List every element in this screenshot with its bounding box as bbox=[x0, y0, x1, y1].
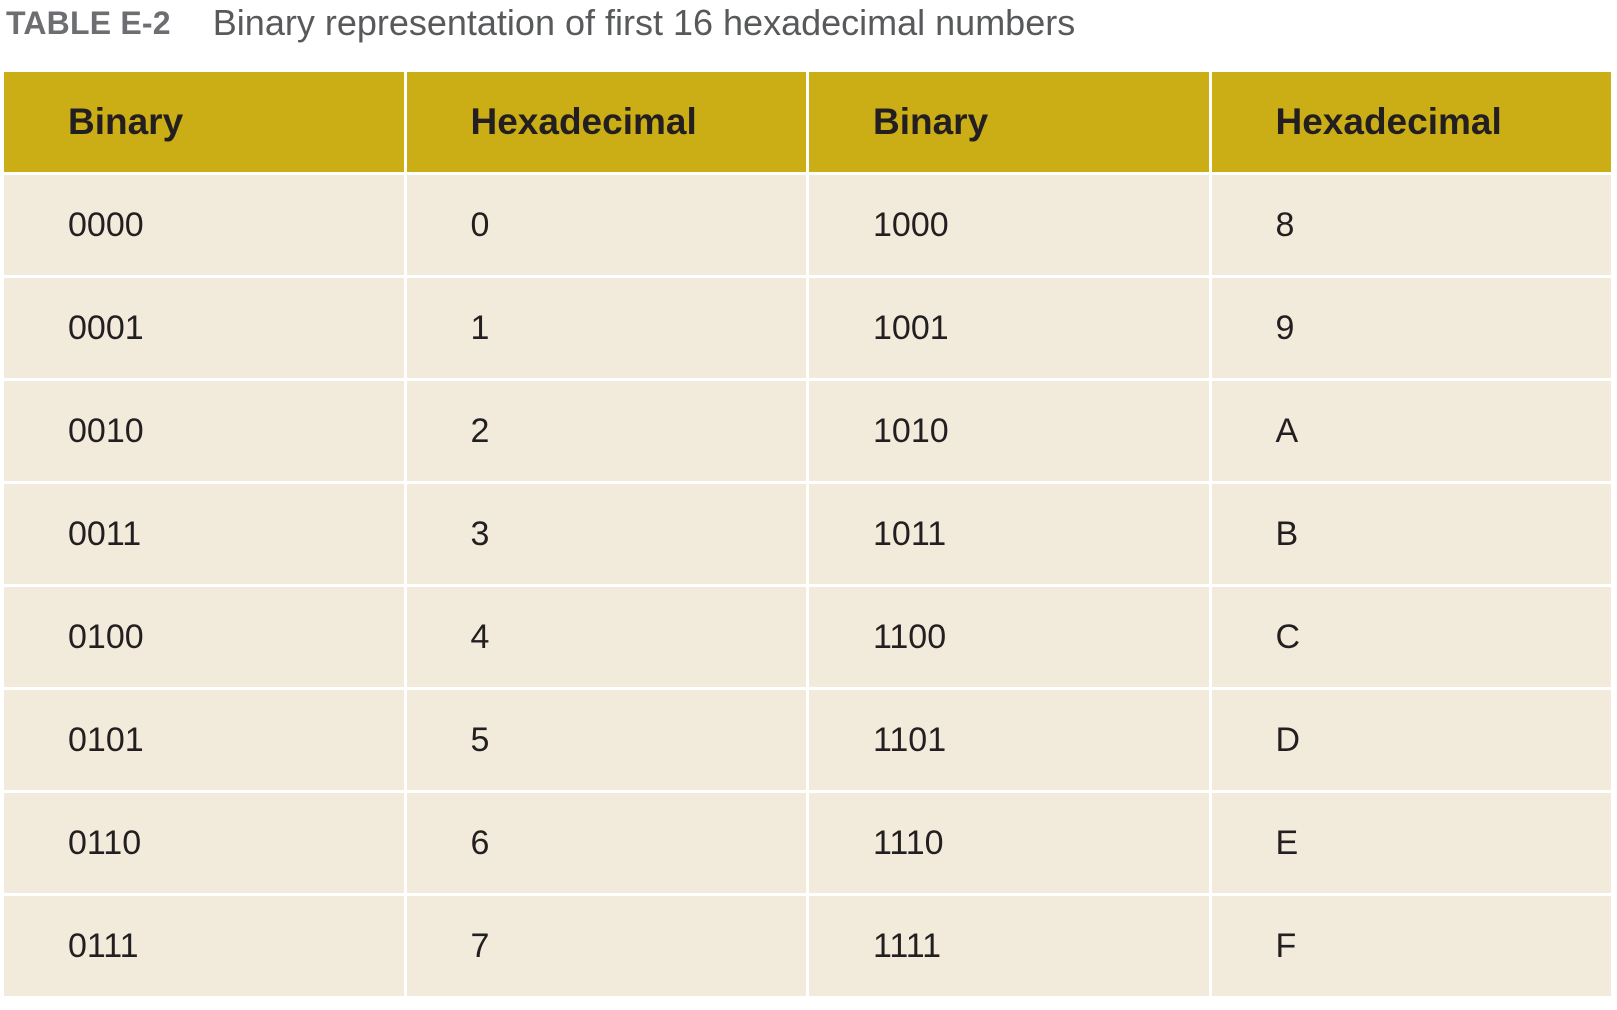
cell-binary-right: 1010 bbox=[809, 381, 1209, 481]
cell-hex-left: 2 bbox=[406, 381, 806, 481]
cell-hex-right: A bbox=[1211, 381, 1611, 481]
table-row: 0111 7 1111 F bbox=[4, 896, 1611, 996]
cell-binary-right: 1000 bbox=[809, 175, 1209, 275]
cell-hex-left: 0 bbox=[406, 175, 806, 275]
table-row: 0110 6 1110 E bbox=[4, 793, 1611, 893]
cell-hex-right: F bbox=[1211, 896, 1611, 996]
cell-hex-left: 6 bbox=[406, 793, 806, 893]
cell-hex-right: C bbox=[1211, 587, 1611, 687]
cell-binary-right: 1110 bbox=[809, 793, 1209, 893]
cell-binary-right: 1100 bbox=[809, 587, 1209, 687]
cell-binary-left: 0000 bbox=[4, 175, 404, 275]
cell-binary-right: 1001 bbox=[809, 278, 1209, 378]
table-row: 0101 5 1101 D bbox=[4, 690, 1611, 790]
cell-binary-right: 1101 bbox=[809, 690, 1209, 790]
cell-binary-left: 0101 bbox=[4, 690, 404, 790]
table-number-label: TABLE E-2 bbox=[6, 4, 171, 41]
table-row: 0000 0 1000 8 bbox=[4, 175, 1611, 275]
cell-hex-right: E bbox=[1211, 793, 1611, 893]
header-hexadecimal-2: Hexadecimal bbox=[1211, 72, 1611, 172]
binary-hex-table: Binary Hexadecimal Binary Hexadecimal 00… bbox=[1, 69, 1614, 999]
cell-hex-left: 1 bbox=[406, 278, 806, 378]
cell-binary-left: 0011 bbox=[4, 484, 404, 584]
table-row: 0100 4 1100 C bbox=[4, 587, 1611, 687]
cell-hex-left: 7 bbox=[406, 896, 806, 996]
table-title: Binary representation of first 16 hexade… bbox=[212, 2, 1076, 43]
cell-binary-right: 1011 bbox=[809, 484, 1209, 584]
cell-binary-left: 0001 bbox=[4, 278, 404, 378]
table-row: 0011 3 1011 B bbox=[4, 484, 1611, 584]
cell-binary-left: 0010 bbox=[4, 381, 404, 481]
cell-binary-left: 0111 bbox=[4, 896, 404, 996]
cell-binary-right: 1111 bbox=[809, 896, 1209, 996]
header-binary-2: Binary bbox=[809, 72, 1209, 172]
cell-hex-right: 8 bbox=[1211, 175, 1611, 275]
cell-hex-left: 5 bbox=[406, 690, 806, 790]
cell-binary-left: 0100 bbox=[4, 587, 404, 687]
cell-hex-right: 9 bbox=[1211, 278, 1611, 378]
cell-binary-left: 0110 bbox=[4, 793, 404, 893]
table-caption: TABLE E-2 Binary representation of first… bbox=[6, 0, 1075, 46]
cell-hex-right: B bbox=[1211, 484, 1611, 584]
table-header-row: Binary Hexadecimal Binary Hexadecimal bbox=[4, 72, 1611, 172]
table-row: 0010 2 1010 A bbox=[4, 381, 1611, 481]
table-row: 0001 1 1001 9 bbox=[4, 278, 1611, 378]
cell-hex-left: 4 bbox=[406, 587, 806, 687]
cell-hex-right: D bbox=[1211, 690, 1611, 790]
header-hexadecimal-1: Hexadecimal bbox=[406, 72, 806, 172]
cell-hex-left: 3 bbox=[406, 484, 806, 584]
header-binary-1: Binary bbox=[4, 72, 404, 172]
